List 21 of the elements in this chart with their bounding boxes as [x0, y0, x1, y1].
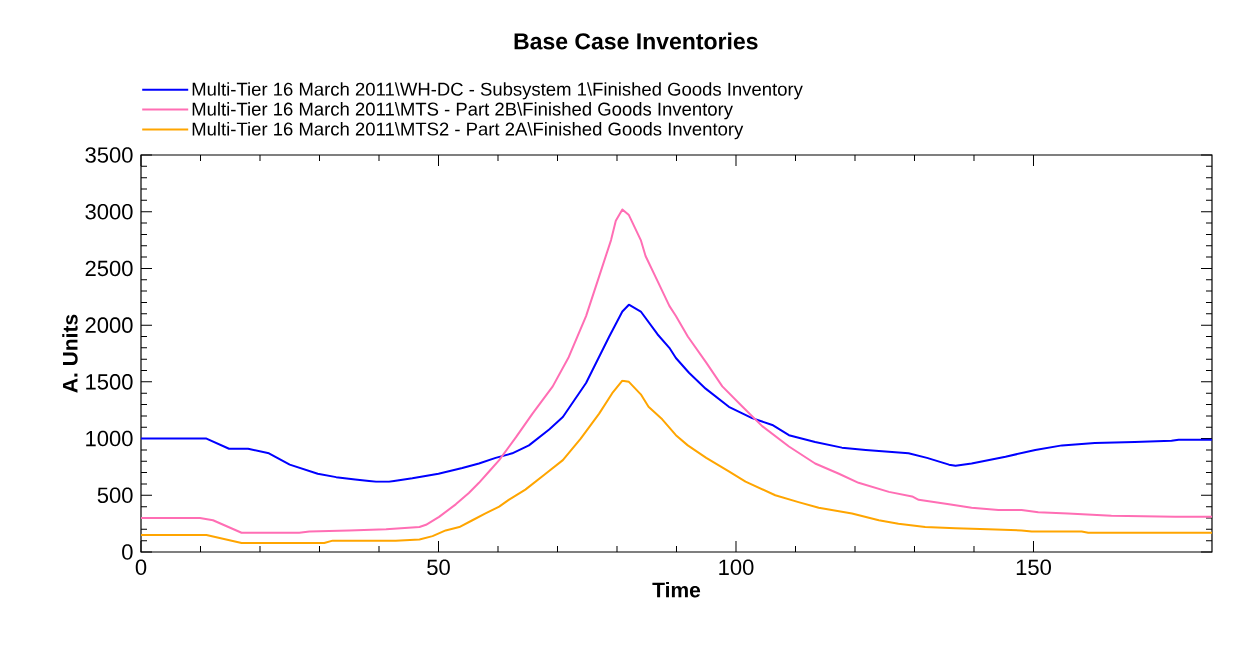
legend-label: Multi-Tier 16 March 2011\MTS2 - Part 2A\Finished Goods Inventory	[192, 121, 744, 140]
x-tick-label: 150	[1016, 559, 1051, 576]
chart-title: Base Case Inventories	[514, 32, 758, 50]
line-series	[141, 208, 1212, 534]
y-tick-label: 3000	[85, 203, 133, 220]
y-tick-label: 500	[97, 487, 133, 504]
y-tick-label: 3500	[85, 147, 133, 163]
x-tick-label: 0	[135, 559, 147, 576]
legend-label: Multi-Tier 16 March 2011\MTS - Part 2B\Finished Goods Inventory	[192, 102, 733, 120]
line-series	[141, 303, 1212, 483]
x-tick-label: 50	[427, 559, 450, 576]
y-tick-label: 2000	[85, 317, 133, 333]
y-axis-title: A. Units	[62, 314, 78, 393]
x-axis-title: Time	[652, 581, 701, 598]
y-tick-label: 1500	[86, 374, 133, 390]
legend-label: Multi-Tier 16 March 2011\WH-DC - Subsystem 1\Finished Goods Inventory	[192, 82, 803, 100]
line-series	[141, 379, 1212, 544]
y-tick-label: 0	[122, 544, 133, 560]
y-tick-label: 2500	[85, 260, 133, 277]
y-tick-label: 1000	[86, 430, 133, 447]
x-tick-label: 100	[719, 559, 754, 576]
